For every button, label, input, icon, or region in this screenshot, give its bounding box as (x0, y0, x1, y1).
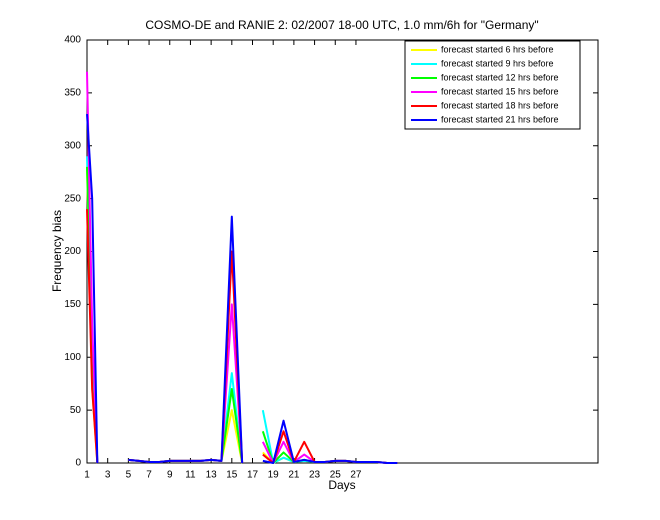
legend-label: forecast started 6 hrs before (441, 44, 554, 54)
x-tick-label: 1 (84, 470, 90, 481)
legend-label: forecast started 12 hrs before (441, 72, 559, 82)
x-tick-label: 5 (126, 470, 132, 481)
legend-box (404, 40, 581, 130)
legend-label: forecast started 15 hrs before (441, 86, 559, 96)
x-tick-label: 19 (268, 470, 280, 481)
x-tick-label: 3 (105, 470, 111, 481)
x-tick-label: 27 (350, 470, 362, 481)
series-line (86, 113, 398, 464)
x-tick-label: 13 (206, 470, 218, 481)
y-tick-label: 250 (64, 193, 81, 204)
y-tick-label: 150 (64, 299, 81, 310)
x-tick-label: 9 (167, 470, 173, 481)
legend-label: forecast started 9 hrs before (441, 58, 554, 68)
x-axis-label: Days (328, 478, 355, 492)
y-tick-label: 0 (75, 458, 81, 469)
y-tick-label: 350 (64, 88, 81, 99)
y-tick-label: 50 (70, 405, 82, 416)
y-tick-label: 200 (64, 246, 81, 257)
y-tick-label: 300 (64, 140, 81, 151)
x-tick-label: 25 (330, 470, 342, 481)
x-tick-label: 7 (146, 470, 152, 481)
legend-label: forecast started 18 hrs before (441, 100, 559, 110)
y-axis-label: Frequency bias (50, 210, 64, 292)
x-tick-label: 23 (309, 470, 321, 481)
y-tick-label: 100 (64, 352, 81, 363)
x-tick-label: 15 (226, 470, 238, 481)
x-tick-label: 11 (185, 470, 196, 481)
x-tick-label: 21 (288, 470, 300, 481)
y-tick-label: 400 (64, 35, 81, 46)
legend: forecast started 6 hrs before forecast st… (404, 40, 581, 130)
legend-label: forecast started 21 hrs before (441, 114, 559, 124)
x-tick-label: 17 (247, 470, 259, 481)
chart-title: COSMO-DE and RANIE 2: 02/2007 18-00 UTC,… (145, 18, 538, 32)
